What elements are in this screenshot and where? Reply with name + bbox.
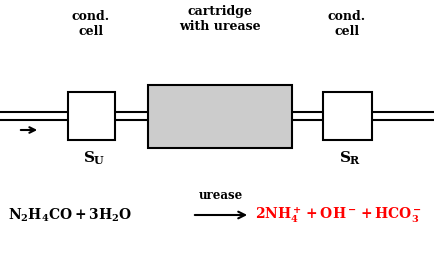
Text: cond.
cell: cond. cell <box>327 10 365 38</box>
Bar <box>148 85 291 148</box>
Text: $\mathregular{2NH_4^+ + OH^- + HCO_3^-}$: $\mathregular{2NH_4^+ + OH^- + HCO_3^-}$ <box>254 205 421 225</box>
Text: cond.
cell: cond. cell <box>72 10 110 38</box>
Bar <box>322 92 371 140</box>
Bar <box>68 92 115 140</box>
Text: $\mathregular{N_2H_4CO + 3H_2O}$: $\mathregular{N_2H_4CO + 3H_2O}$ <box>8 206 132 224</box>
Text: urease: urease <box>198 189 243 202</box>
Text: U: U <box>93 155 102 166</box>
Text: S: S <box>340 151 351 165</box>
Text: cartridge
with urease: cartridge with urease <box>179 5 260 33</box>
Text: R: R <box>349 155 358 166</box>
Text: S: S <box>84 151 95 165</box>
